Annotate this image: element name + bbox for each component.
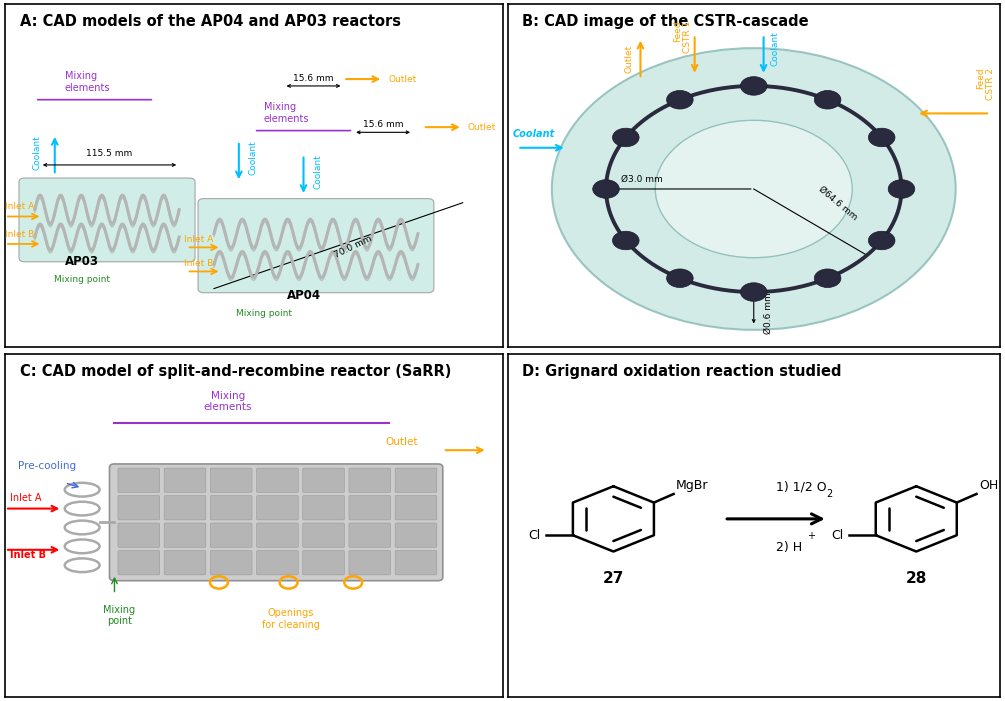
Text: Cl: Cl (831, 529, 844, 542)
FancyBboxPatch shape (19, 178, 195, 261)
Circle shape (612, 128, 639, 147)
Text: Mixing
elements: Mixing elements (203, 390, 252, 412)
Text: Inlet B: Inlet B (5, 230, 34, 239)
Text: 28: 28 (906, 571, 927, 587)
Circle shape (741, 76, 767, 95)
Text: 1) 1/2 O: 1) 1/2 O (776, 480, 826, 493)
Text: 115.5 mm: 115.5 mm (86, 149, 133, 158)
FancyBboxPatch shape (256, 496, 298, 520)
Text: Ø64.6 mm: Ø64.6 mm (816, 184, 858, 222)
Text: Cl: Cl (529, 529, 541, 542)
FancyBboxPatch shape (395, 496, 437, 520)
FancyBboxPatch shape (349, 468, 391, 492)
FancyBboxPatch shape (118, 496, 160, 520)
FancyBboxPatch shape (256, 550, 298, 575)
Circle shape (655, 121, 852, 258)
Text: Outlet: Outlet (386, 437, 418, 447)
FancyBboxPatch shape (349, 523, 391, 547)
FancyBboxPatch shape (303, 468, 345, 492)
Text: Ø0.6 mm: Ø0.6 mm (764, 292, 773, 334)
FancyBboxPatch shape (395, 523, 437, 547)
Text: Inlet A: Inlet A (10, 494, 41, 503)
Text: AP03: AP03 (65, 254, 99, 268)
Circle shape (612, 231, 639, 250)
FancyBboxPatch shape (210, 523, 252, 547)
FancyBboxPatch shape (349, 550, 391, 575)
Text: D: Grignard oxidation reaction studied: D: Grignard oxidation reaction studied (523, 365, 842, 379)
Text: MgBr: MgBr (676, 479, 709, 492)
Circle shape (552, 48, 956, 329)
Text: Openings
for cleaning: Openings for cleaning (262, 608, 320, 629)
Circle shape (814, 90, 841, 109)
FancyBboxPatch shape (303, 523, 345, 547)
Text: OH: OH (979, 479, 998, 492)
Text: Feed
CSTR 2: Feed CSTR 2 (976, 67, 995, 100)
FancyBboxPatch shape (395, 468, 437, 492)
Text: Mixing
elements: Mixing elements (263, 102, 310, 123)
Text: Feed
CSTR 1: Feed CSTR 1 (672, 20, 692, 53)
Text: Inlet A: Inlet A (5, 203, 34, 211)
Text: AP04: AP04 (286, 289, 321, 302)
FancyBboxPatch shape (164, 523, 206, 547)
Text: Coolant: Coolant (513, 129, 555, 139)
Text: Mixing point: Mixing point (236, 309, 291, 318)
Circle shape (666, 90, 693, 109)
FancyBboxPatch shape (303, 496, 345, 520)
Text: Pre-cooling: Pre-cooling (18, 461, 76, 471)
Text: Mixing
elements: Mixing elements (64, 72, 111, 93)
FancyBboxPatch shape (210, 468, 252, 492)
Circle shape (666, 269, 693, 287)
Text: B: CAD image of the CSTR-cascade: B: CAD image of the CSTR-cascade (523, 14, 809, 29)
Text: Coolant: Coolant (771, 31, 780, 66)
FancyBboxPatch shape (395, 550, 437, 575)
Text: Outlet: Outlet (388, 74, 416, 83)
Text: Coolant: Coolant (33, 135, 42, 170)
Text: 15.6 mm: 15.6 mm (363, 120, 403, 129)
Text: A: CAD models of the AP04 and AP03 reactors: A: CAD models of the AP04 and AP03 react… (20, 14, 401, 29)
Text: +: + (807, 531, 815, 541)
FancyBboxPatch shape (110, 464, 443, 580)
Text: C: CAD model of split-and-recombine reactor (SaRR): C: CAD model of split-and-recombine reac… (20, 365, 451, 379)
FancyBboxPatch shape (198, 198, 434, 293)
FancyBboxPatch shape (164, 550, 206, 575)
Text: Mixing
point: Mixing point (104, 605, 136, 627)
Circle shape (868, 231, 895, 250)
Text: 27: 27 (603, 571, 624, 587)
Circle shape (868, 128, 895, 147)
Text: 2: 2 (827, 489, 833, 499)
FancyBboxPatch shape (118, 550, 160, 575)
Text: Inlet A: Inlet A (184, 235, 213, 244)
FancyBboxPatch shape (256, 523, 298, 547)
FancyBboxPatch shape (164, 468, 206, 492)
Text: Inlet B: Inlet B (10, 550, 46, 560)
Text: Mixing point: Mixing point (54, 275, 111, 284)
FancyBboxPatch shape (256, 468, 298, 492)
Circle shape (888, 179, 915, 198)
FancyBboxPatch shape (303, 550, 345, 575)
Text: 15.6 mm: 15.6 mm (293, 74, 334, 83)
Text: Outlet: Outlet (467, 123, 495, 132)
Text: Ø3.0 mm: Ø3.0 mm (621, 175, 662, 184)
FancyBboxPatch shape (164, 496, 206, 520)
Text: Inlet B: Inlet B (184, 259, 213, 268)
Text: 2) H: 2) H (776, 541, 802, 554)
Text: 70.0 mm: 70.0 mm (333, 234, 374, 259)
FancyBboxPatch shape (118, 468, 160, 492)
FancyBboxPatch shape (118, 523, 160, 547)
FancyBboxPatch shape (349, 496, 391, 520)
Circle shape (741, 283, 767, 301)
FancyBboxPatch shape (210, 496, 252, 520)
Text: Coolant: Coolant (314, 154, 323, 189)
Text: Coolant: Coolant (249, 141, 258, 175)
Circle shape (814, 269, 841, 287)
Text: Outlet: Outlet (624, 44, 633, 73)
Circle shape (593, 179, 619, 198)
FancyBboxPatch shape (210, 550, 252, 575)
